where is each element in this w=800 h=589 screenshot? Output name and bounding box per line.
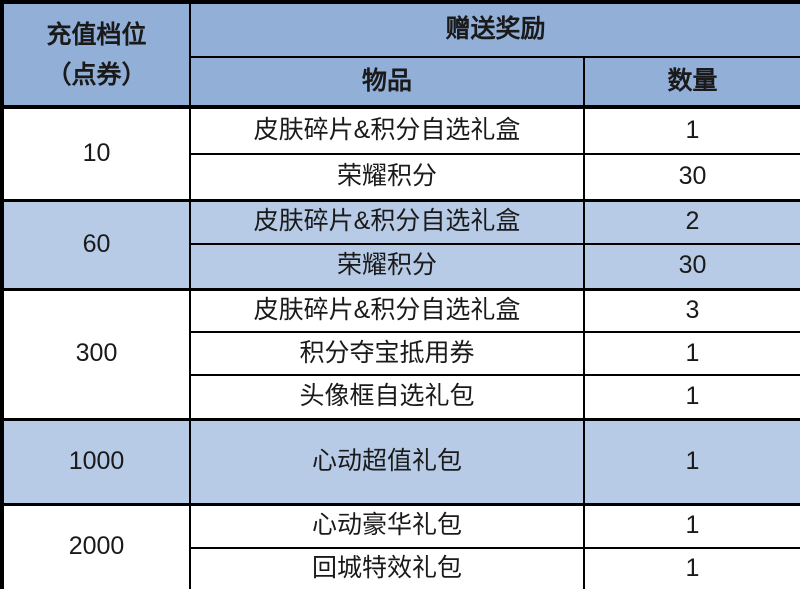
item-cell: 皮肤碎片&积分自选礼盒 bbox=[189, 287, 585, 333]
tier-header-line1: 充值档位 bbox=[46, 20, 147, 49]
qty-cell: 3 bbox=[582, 287, 800, 333]
tier-cell: 60 bbox=[1, 198, 191, 290]
tier-header-line2: （点券） bbox=[46, 60, 147, 89]
tier-cell: 10 bbox=[1, 105, 191, 201]
item-cell: 头像框自选礼包 bbox=[189, 374, 585, 420]
item-cell: 积分夺宝抵用券 bbox=[189, 331, 585, 376]
qty-cell: 30 bbox=[582, 243, 800, 290]
item-cell: 荣耀积分 bbox=[189, 153, 585, 201]
rewards-header-cell: 赠送奖励 bbox=[188, 1, 800, 58]
qty-cell: 1 bbox=[582, 502, 800, 549]
item-cell: 回城特效礼包 bbox=[189, 547, 585, 589]
qty-cell: 1 bbox=[582, 374, 800, 420]
qty-cell: 1 bbox=[582, 547, 800, 589]
item-header-cell: 物品 bbox=[189, 56, 585, 108]
qty-cell: 1 bbox=[582, 417, 800, 505]
item-cell: 心动豪华礼包 bbox=[189, 502, 585, 549]
qty-header-cell: 数量 bbox=[582, 56, 800, 108]
qty-cell: 2 bbox=[582, 198, 800, 245]
tier-cell: 1000 bbox=[1, 417, 191, 505]
item-cell: 皮肤碎片&积分自选礼盒 bbox=[189, 198, 585, 245]
tier-cell: 300 bbox=[1, 287, 191, 420]
qty-cell: 30 bbox=[582, 153, 800, 201]
tier-cell: 2000 bbox=[1, 502, 191, 589]
item-cell: 心动超值礼包 bbox=[189, 417, 585, 505]
item-cell: 皮肤碎片&积分自选礼盒 bbox=[189, 105, 585, 155]
qty-cell: 1 bbox=[582, 331, 800, 376]
item-cell: 荣耀积分 bbox=[189, 243, 585, 290]
tier-header-cell: 充值档位 （点券） bbox=[1, 1, 191, 108]
qty-cell: 1 bbox=[582, 105, 800, 155]
